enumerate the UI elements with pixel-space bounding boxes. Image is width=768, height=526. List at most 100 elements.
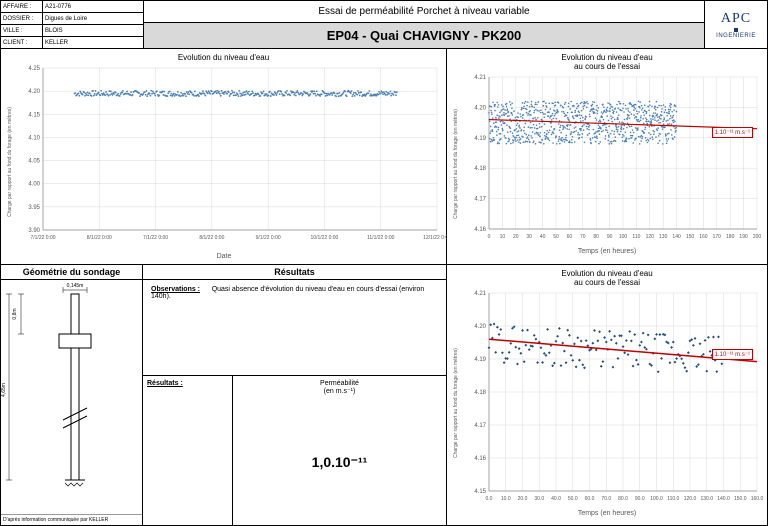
svg-text:9/1/22 0:00: 9/1/22 0:00 [256,235,281,241]
header-titles: Essai de perméabilité Porchet à niveau v… [143,1,705,48]
chart2-cell: Evolution du niveau d'eau au cours de l'… [447,49,767,264]
svg-text:50.0: 50.0 [568,496,578,502]
row-bottom: Géométrie du sondage 0,145m 0,8m 4,65m D'a… [1,265,767,525]
geometry-svg: 0,145m 0,8m 4,65m [1,280,143,508]
svg-text:70: 70 [580,234,586,240]
svg-text:12/1/22 0:00: 12/1/22 0:00 [423,235,447,241]
svg-text:4.00: 4.00 [28,182,40,188]
svg-text:110.0: 110.0 [667,496,679,502]
svg-text:4,65m: 4,65m [1,383,7,397]
ville-label: VILLE : [1,25,43,36]
svg-text:140.0: 140.0 [717,496,730,502]
chart2-title: Evolution du niveau d'eau [447,49,767,62]
permeability-label: Perméabilité (en m.s⁻¹) [316,376,363,399]
svg-text:10/1/22 0:00: 10/1/22 0:00 [311,235,339,241]
svg-text:4.25: 4.25 [28,66,40,72]
results-left: Résultats : [143,376,233,525]
geometry-diagram: 0,145m 0,8m 4,65m [1,280,142,514]
chart1-title: Evolution du niveau d'eau [1,49,446,62]
svg-text:10: 10 [500,234,506,240]
chart3-title: Evolution du niveau d'eau [447,265,767,278]
chart3-subtitle: au cours de l'essai [447,278,767,287]
observations-label: Observations : [151,286,200,293]
svg-text:4.17: 4.17 [474,423,486,429]
svg-text:4.20: 4.20 [474,324,486,330]
svg-text:4.15: 4.15 [474,489,486,495]
svg-text:0: 0 [488,234,491,240]
geometry-cell: Géométrie du sondage 0,145m 0,8m 4,65m D'a… [1,265,143,525]
affaire-label: AFFAIRE : [1,1,43,12]
svg-text:Temps (en heures): Temps (en heures) [578,510,636,517]
svg-text:130.0: 130.0 [700,496,713,502]
svg-text:10.0: 10.0 [501,496,511,502]
svg-text:120.0: 120.0 [684,496,697,502]
svg-text:130: 130 [659,234,668,240]
results-cell: Résultats Observations : Quasi absence d… [143,265,447,525]
svg-text:150.0: 150.0 [734,496,747,502]
chart2-subtitle: au cours de l'essai [447,62,767,71]
geometry-note: D'après information communiquée par KELL… [1,514,142,525]
svg-text:70.0: 70.0 [601,496,611,502]
svg-text:150: 150 [686,234,695,240]
client-value: KELLER [43,37,143,48]
svg-text:0,145m: 0,145m [67,283,84,289]
logo-text: APC [721,11,751,27]
svg-text:11/1/22 0:00: 11/1/22 0:00 [367,235,395,241]
svg-text:4.20: 4.20 [474,105,486,111]
results-right: Perméabilité (en m.s⁻¹) 1,0.10⁻¹¹ [233,376,446,525]
svg-text:4.18: 4.18 [474,166,486,172]
svg-text:20: 20 [513,234,519,240]
svg-text:110: 110 [632,234,640,240]
svg-text:4.21: 4.21 [474,291,486,297]
svg-text:4.16: 4.16 [474,227,486,233]
svg-text:4.21: 4.21 [474,75,486,81]
svg-text:3.90: 3.90 [28,228,40,234]
svg-text:4.16: 4.16 [474,456,486,462]
logo-dot-icon [734,28,738,32]
perm-lab2: (en m.s⁻¹) [324,388,356,395]
svg-text:170: 170 [713,234,722,240]
affaire-value: A21-0776 [43,1,143,12]
svg-text:8/1/22 0:00: 8/1/22 0:00 [199,235,224,241]
svg-text:50: 50 [553,234,559,240]
dossier-label: DOSSIER : [1,13,43,24]
svg-text:4.05: 4.05 [28,159,40,165]
svg-text:80.0: 80.0 [618,496,628,502]
svg-text:190: 190 [739,234,748,240]
svg-text:90.0: 90.0 [635,496,645,502]
client-label: CLIENT : [1,37,43,48]
svg-text:4.17: 4.17 [474,197,486,203]
results-label: Résultats : [147,380,183,387]
svg-text:30: 30 [526,234,532,240]
results-title: Résultats [143,265,446,280]
svg-text:Charge par rapport au fond du: Charge par rapport au fond du forage (en… [453,109,459,219]
svg-text:Charge par rapport au fond du: Charge par rapport au fond du forage (en… [7,107,13,217]
svg-text:7/1/22 0:00: 7/1/22 0:00 [30,235,55,241]
svg-text:Date: Date [217,253,232,260]
svg-text:4.19: 4.19 [474,136,486,142]
svg-text:4.10: 4.10 [28,135,40,141]
svg-text:0,8m: 0,8m [12,308,18,319]
svg-text:Temps (en heures): Temps (en heures) [578,248,636,255]
svg-text:Charge par rapport au fond du: Charge par rapport au fond du forage (en… [453,348,459,458]
svg-text:3.95: 3.95 [28,205,40,211]
svg-text:200: 200 [753,234,762,240]
perm-lab1: Perméabilité [320,380,359,387]
chart3-annotation: 1.10⁻¹¹ m.s⁻¹ [712,349,753,360]
svg-text:8/1/22 0:00: 8/1/22 0:00 [87,235,112,241]
svg-text:30.0: 30.0 [534,496,544,502]
logo-block: APC INGENIERIE [705,1,767,48]
doc-subtitle: EP04 - Quai CHAVIGNY - PK200 [144,23,704,48]
svg-text:140: 140 [672,234,681,240]
svg-text:90: 90 [607,234,613,240]
geometry-title: Géométrie du sondage [1,265,142,280]
dossier-value: Digues de Loire [43,13,143,24]
svg-text:0.0: 0.0 [486,496,493,502]
svg-text:160: 160 [699,234,708,240]
logo-subtitle: INGENIERIE [716,33,756,39]
svg-text:20.0: 20.0 [518,496,528,502]
svg-text:4.19: 4.19 [474,357,486,363]
permeability-value: 1,0.10⁻¹¹ [312,399,368,525]
chart1-svg: 3.903.954.004.054.104.154.204.257/1/22 0… [1,62,447,262]
chart3-svg: 4.154.164.174.184.194.204.210.010.020.03… [447,287,767,519]
